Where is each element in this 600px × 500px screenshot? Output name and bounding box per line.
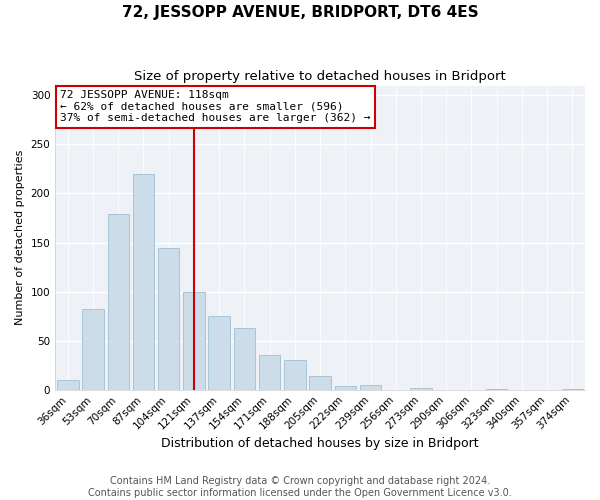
Bar [183, 292, 205, 390]
Bar [57, 380, 79, 390]
Bar [233, 328, 255, 390]
Text: 72, JESSOPP AVENUE, BRIDPORT, DT6 4ES: 72, JESSOPP AVENUE, BRIDPORT, DT6 4ES [122, 5, 478, 20]
Bar [410, 388, 432, 390]
Text: Contains HM Land Registry data © Crown copyright and database right 2024.
Contai: Contains HM Land Registry data © Crown c… [88, 476, 512, 498]
Bar [284, 360, 305, 390]
Bar [158, 248, 179, 390]
Bar [562, 388, 583, 390]
Bar [133, 174, 154, 390]
Bar [360, 385, 381, 390]
Text: 72 JESSOPP AVENUE: 118sqm
← 62% of detached houses are smaller (596)
37% of semi: 72 JESSOPP AVENUE: 118sqm ← 62% of detac… [61, 90, 371, 124]
Bar [208, 316, 230, 390]
X-axis label: Distribution of detached houses by size in Bridport: Distribution of detached houses by size … [161, 437, 479, 450]
Y-axis label: Number of detached properties: Number of detached properties [15, 150, 25, 326]
Bar [486, 388, 508, 390]
Bar [310, 376, 331, 390]
Bar [259, 356, 280, 390]
Title: Size of property relative to detached houses in Bridport: Size of property relative to detached ho… [134, 70, 506, 83]
Bar [82, 310, 104, 390]
Bar [335, 386, 356, 390]
Bar [107, 214, 129, 390]
